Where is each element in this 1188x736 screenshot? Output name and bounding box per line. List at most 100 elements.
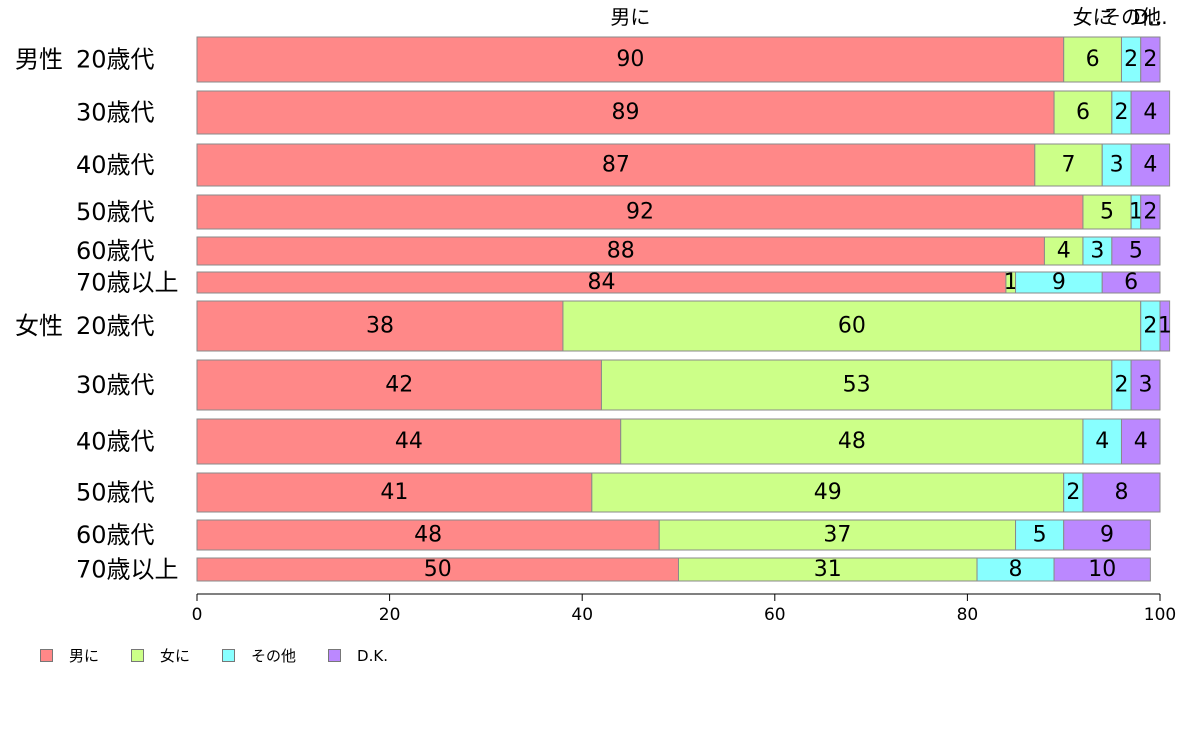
bar-segment <box>196 359 602 411</box>
data-label: 4 <box>1143 153 1157 178</box>
data-label: 48 <box>414 523 442 548</box>
data-label: 4 <box>1095 429 1109 454</box>
bar-segment <box>1130 90 1171 135</box>
bar-segment <box>196 300 564 352</box>
bar-segment <box>1140 36 1161 83</box>
data-label: 48 <box>838 429 866 454</box>
data-label: 6 <box>1086 47 1100 72</box>
bar-segment <box>1101 143 1132 187</box>
bar-segment <box>600 359 1113 411</box>
data-label: 2 <box>1124 47 1138 72</box>
data-label: 3 <box>1139 373 1153 398</box>
data-label: 1 <box>1158 314 1172 339</box>
bar-segment <box>1111 236 1161 266</box>
data-label: 7 <box>1062 153 1076 178</box>
data-label: 49 <box>814 480 842 505</box>
legend-swatch <box>222 649 236 662</box>
bar-segment <box>1130 143 1171 187</box>
legend-swatch <box>328 649 342 662</box>
category-label: 30歳代 <box>76 371 155 399</box>
top-series-label: その他 <box>1101 5 1161 29</box>
x-axis: 0 20 40 60 80 100 <box>192 593 1176 625</box>
legend-label: D.K. <box>357 646 388 665</box>
category-label: 20歳代 <box>76 312 155 340</box>
x-tick-label: 60 <box>764 605 786 625</box>
data-label: 2 <box>1114 373 1128 398</box>
data-label: 44 <box>395 429 423 454</box>
data-label: 37 <box>823 523 851 548</box>
category-label: 50歳代 <box>76 198 155 226</box>
bar-segment <box>1082 194 1132 230</box>
data-label: 60 <box>838 314 866 339</box>
category-label: 30歳代 <box>76 99 155 127</box>
top-series-label: 女に <box>1073 5 1113 29</box>
data-label: 2 <box>1143 47 1157 72</box>
data-label: 5 <box>1129 239 1143 264</box>
x-tick-label: 0 <box>192 605 203 625</box>
data-label: 4 <box>1134 429 1148 454</box>
data-label: 10 <box>1088 557 1116 582</box>
legend-item: D.K. <box>328 647 388 665</box>
category-label: 40歳代 <box>76 428 155 456</box>
legend-label: その他 <box>251 647 297 665</box>
data-label: 6 <box>1124 270 1138 295</box>
data-label: 1 <box>1004 270 1018 295</box>
top-series-label: D... <box>1133 5 1167 29</box>
category-label: 60歳代 <box>76 237 155 265</box>
bar-segment <box>1140 194 1161 230</box>
data-label: 87 <box>602 153 630 178</box>
bar-segment <box>1082 236 1113 266</box>
data-label: 84 <box>587 270 615 295</box>
data-label: 41 <box>380 480 408 505</box>
category-label: 70歳以上 <box>76 556 179 584</box>
bar-segment <box>196 519 660 551</box>
data-label: 4 <box>1143 100 1157 125</box>
bar-segment <box>1063 519 1151 551</box>
data-label: 5 <box>1100 200 1114 225</box>
bar-segment <box>562 300 1142 352</box>
legend-item: 女に <box>131 645 190 666</box>
bar-segment <box>1015 519 1065 551</box>
x-tick-label: 40 <box>571 605 593 625</box>
data-label: 9 <box>1100 523 1114 548</box>
data-label: 90 <box>616 47 644 72</box>
category-label: 70歳以上 <box>76 269 179 297</box>
bar-segment <box>1082 418 1122 465</box>
data-label: 1 <box>1129 200 1143 225</box>
data-label: 9 <box>1052 270 1066 295</box>
bar-segment <box>196 90 1055 135</box>
category-group-label: 女性 <box>15 312 63 340</box>
bar-segment <box>1130 359 1161 411</box>
legend-item: その他 <box>222 645 296 666</box>
data-label: 8 <box>1114 480 1128 505</box>
category-label: 40歳代 <box>76 151 155 179</box>
top-series-labels: 男に 女にその他D... <box>610 5 1167 29</box>
data-label: 8 <box>1009 557 1023 582</box>
legend-label: 女に <box>160 647 191 665</box>
bar-segment <box>196 194 1084 230</box>
data-label: 4 <box>1057 239 1071 264</box>
data-label: 88 <box>607 239 635 264</box>
legend: 男に 女に その他 D.K. <box>40 645 420 666</box>
category-label: 60歳代 <box>76 521 155 549</box>
bar-segment <box>196 36 1065 83</box>
bar-segment <box>1101 271 1161 294</box>
bar-segment <box>1159 300 1171 352</box>
data-label: 2 <box>1066 480 1080 505</box>
data-label: 2 <box>1143 314 1157 339</box>
x-tick-label: 20 <box>379 605 401 625</box>
bar-segment <box>1120 418 1161 465</box>
bar-segment <box>1053 90 1113 135</box>
data-label: 3 <box>1090 239 1104 264</box>
data-label: 50 <box>424 557 452 582</box>
category-label: 20歳代 <box>76 46 155 74</box>
data-label: 6 <box>1076 100 1090 125</box>
x-tick-label: 80 <box>957 605 979 625</box>
category-label: 50歳代 <box>76 479 155 507</box>
bars-group: 90 6 2 289 6 2 487 7 3 492 5 1 288 4 3 584 1 9 638 60 2 142 53… <box>196 36 1172 582</box>
legend-item: 男に <box>40 645 99 666</box>
legend-swatch <box>40 649 53 662</box>
top-series-label: 男に <box>610 5 650 29</box>
data-label: 53 <box>843 373 871 398</box>
bar-segment <box>620 418 1084 465</box>
